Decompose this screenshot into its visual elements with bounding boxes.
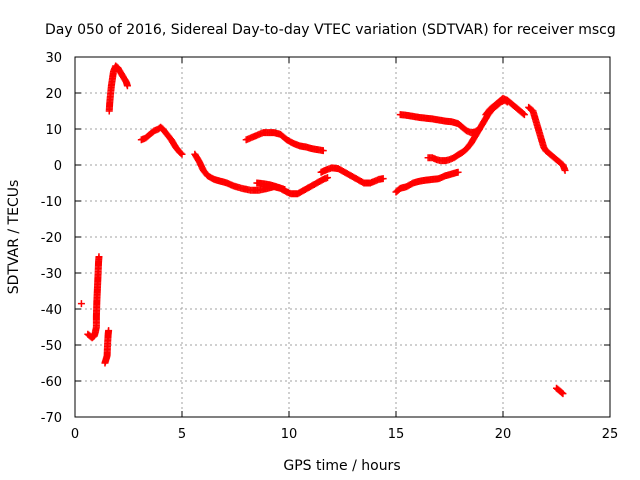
y-tick-label: -40 [41,303,62,318]
y-axis-label: SDTVAR / TECUs [6,180,22,295]
data-series [77,62,569,398]
x-tick-label: 25 [602,427,619,442]
series-sat-m [482,94,528,119]
data-point [559,390,567,398]
data-point [178,150,186,158]
data-point [177,149,185,157]
x-tick-label: 0 [71,427,79,442]
series-sat-a [77,300,85,308]
series-sat-i [253,179,289,193]
series-sat-k [396,111,483,137]
data-point [520,111,528,119]
x-tick-label: 5 [178,427,186,442]
data-point [77,300,85,308]
series-sat-e [137,123,186,158]
y-tick-label: -30 [41,267,62,282]
axis-ticks: 0 5 10 15 20 25 -70 -60 -50 -40 -30 -20 -10 0 10 20 30 [41,51,619,442]
series-sat-o [553,384,567,398]
x-tick-label: 20 [495,427,512,442]
series-sat-j [392,168,462,196]
series-sat-g [242,129,327,155]
data-point [105,327,113,335]
data-point [519,110,527,118]
y-tick-label: 30 [45,51,62,66]
y-tick-label: -10 [41,195,62,210]
x-tick-label: 15 [388,427,405,442]
series-sat-h [317,164,387,187]
y-tick-label: 0 [54,159,62,174]
data-point [558,389,566,397]
y-tick-label: 20 [45,87,62,102]
data-point [454,168,462,176]
data-point [319,147,327,155]
series-sat-n [525,103,569,174]
series-sat-f [191,150,332,198]
data-point [123,82,131,90]
series-sat-d [105,62,131,115]
data-point [561,166,569,174]
y-tick-label: -60 [41,375,62,390]
grid [75,57,610,417]
x-tick-label: 10 [281,427,298,442]
y-tick-label: -70 [41,411,62,426]
x-axis-label: GPS time / hours [283,458,400,474]
y-tick-label: -50 [41,339,62,354]
data-point [95,253,103,261]
chart-title: Day 050 of 2016, Sidereal Day-to-day VTE… [45,22,616,38]
y-tick-label: -20 [41,231,62,246]
series-sat-b [84,253,103,342]
data-point [379,175,387,183]
y-tick-label: 10 [45,123,62,138]
data-point [324,174,332,182]
data-point [281,185,289,193]
series-sat-c [101,327,113,367]
